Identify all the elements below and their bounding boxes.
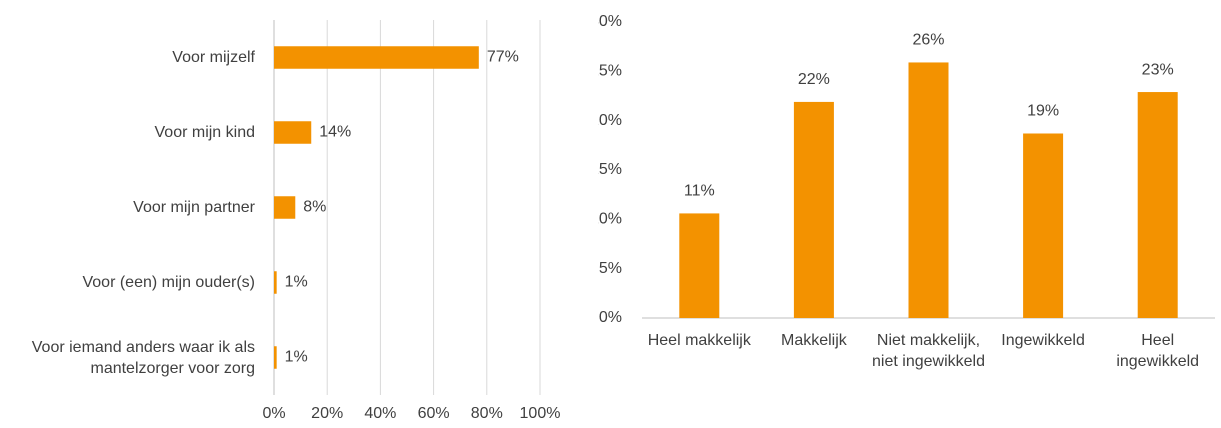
y-tick-label: Voor mijzelf [172,49,255,66]
value-label: 77% [487,49,519,66]
x-tick-label: 80% [471,405,503,422]
y-tick-label: 25% [590,63,622,80]
value-label: 22% [798,71,830,88]
value-label: 11% [684,183,715,200]
right-chart: 0% 5% 10% 15% 20% 25% 30% 11% 22% 26% 19% 23% [590,13,1215,326]
bar [274,196,296,219]
x-tick-label: Makkelijk [780,332,847,349]
bar [274,271,277,294]
x-tick-label: 40% [364,405,396,422]
x-tick-label: Heel ingewikkeld [1116,332,1200,370]
bar [1137,92,1178,318]
value-label: 8% [303,199,326,216]
y-tick-label: 15% [590,161,622,178]
value-label: 26% [912,32,944,49]
bar [1023,133,1064,318]
x-tick-label: Ingewikkeld [1001,332,1085,349]
value-label: 19% [1027,103,1059,120]
y-tick-label: Voor mijn kind [154,124,256,141]
y-tick-label: Voor (een) mijn ouder(s) [82,274,255,291]
bar [274,46,479,69]
y-tick-label: Voor iemand anders waar ik als mantelzor… [31,338,255,377]
x-tick-label: 20% [311,405,343,422]
bar [793,101,834,318]
bar [274,121,312,144]
x-tick-label: 60% [418,405,450,422]
y-tick-label: Voor mijn partner [133,199,255,216]
y-tick-label: 10% [590,211,622,228]
x-tick-label: Heel makkelijk [647,332,751,349]
value-label: 23% [1142,61,1174,78]
value-label: 14% [319,124,351,141]
bar [908,62,949,318]
x-tick-label: 0% [262,405,285,422]
value-label: 1% [285,349,308,366]
bar [274,346,277,369]
value-label: 1% [285,274,308,291]
x-tick-label: Niet makkelijk, niet ingewikkeld [872,332,985,370]
x-tick-label: 100% [520,405,561,422]
left-chart: 0% 20% 40% 60% 80% 100% 77% 14% 8% 1% 1% [262,20,560,422]
y-tick-label: 5% [599,260,622,277]
y-tick-label: 30% [590,13,622,30]
y-tick-label: 0% [599,309,622,326]
bar [679,213,720,318]
y-tick-label: 20% [590,112,622,129]
